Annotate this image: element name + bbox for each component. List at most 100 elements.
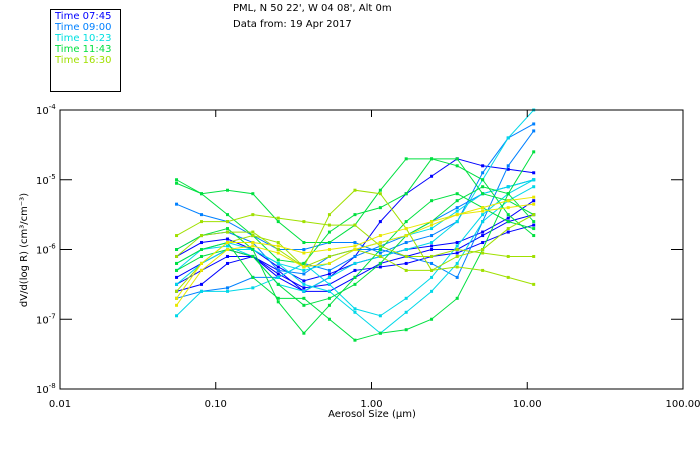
- data-point: [302, 279, 306, 283]
- data-point: [327, 303, 331, 307]
- data-point: [353, 241, 357, 245]
- data-point: [378, 251, 382, 255]
- data-point: [302, 265, 306, 269]
- data-point: [378, 314, 382, 318]
- data-point: [506, 167, 510, 171]
- data-point: [302, 241, 306, 245]
- data-point: [532, 178, 536, 182]
- data-point: [327, 275, 331, 279]
- y-tick-label: 10-8: [36, 382, 56, 396]
- data-point: [175, 181, 179, 185]
- data-point: [327, 317, 331, 321]
- data-point: [378, 220, 382, 224]
- data-point: [251, 213, 255, 217]
- data-point: [378, 254, 382, 258]
- data-point: [327, 223, 331, 227]
- data-point: [506, 213, 510, 217]
- data-point: [251, 244, 255, 248]
- data-point: [251, 254, 255, 258]
- data-point: [430, 220, 434, 224]
- data-point: [327, 261, 331, 265]
- data-point: [506, 220, 510, 224]
- data-point: [199, 268, 203, 272]
- data-point: [455, 164, 459, 168]
- data-point: [455, 199, 459, 203]
- data-point: [455, 157, 459, 161]
- data-point: [199, 241, 203, 245]
- data-point: [481, 241, 485, 245]
- data-point: [226, 286, 230, 290]
- data-point: [532, 202, 536, 206]
- data-point: [481, 185, 485, 189]
- data-point: [276, 248, 280, 251]
- data-point: [276, 216, 280, 220]
- data-point: [455, 244, 459, 248]
- y-tick-label: 10-4: [36, 103, 56, 117]
- data-point: [378, 192, 382, 196]
- data-point: [302, 331, 306, 335]
- data-point: [455, 209, 459, 213]
- data-point: [506, 216, 510, 220]
- data-point: [481, 248, 485, 251]
- data-point: [532, 223, 536, 227]
- data-point: [302, 303, 306, 307]
- data-point: [327, 213, 331, 217]
- data-point: [404, 241, 408, 245]
- y-tick-label: 10-7: [36, 312, 56, 326]
- data-point: [532, 282, 536, 286]
- data-point: [175, 248, 179, 251]
- y-tick-label: 10-6: [36, 243, 56, 257]
- legend-entry: Time 07:45: [55, 11, 112, 22]
- series-line: [176, 179, 534, 299]
- data-point: [327, 248, 331, 251]
- data-point: [455, 254, 459, 258]
- data-point: [199, 282, 203, 286]
- data-point: [506, 136, 510, 140]
- data-point: [175, 234, 179, 238]
- data-point: [430, 199, 434, 203]
- legend-entry: Time 09:00: [55, 22, 112, 33]
- data-point: [302, 282, 306, 286]
- data-point: [175, 289, 179, 293]
- data-point: [481, 251, 485, 255]
- data-point: [481, 213, 485, 217]
- data-point: [404, 227, 408, 231]
- data-point: [481, 171, 485, 175]
- data-point: [353, 307, 357, 311]
- data-point: [506, 199, 510, 203]
- data-point: [175, 275, 179, 279]
- data-point: [481, 192, 485, 196]
- data-point: [226, 248, 230, 251]
- data-point: [353, 254, 357, 258]
- data-point: [481, 234, 485, 238]
- chart-title: PML, N 50 22', W 04 08', Alt 0m: [233, 3, 392, 14]
- data-point: [175, 296, 179, 300]
- data-point: [251, 241, 255, 245]
- data-point: [506, 275, 510, 279]
- data-point: [353, 248, 357, 251]
- data-point: [175, 268, 179, 272]
- y-axis-label: dV/d(log R) (cm³/cm⁻³): [19, 193, 30, 307]
- data-point: [532, 234, 536, 238]
- data-point: [353, 244, 357, 248]
- data-point: [430, 254, 434, 258]
- data-point: [175, 261, 179, 265]
- data-point: [378, 261, 382, 265]
- data-point: [353, 268, 357, 272]
- data-point: [302, 286, 306, 290]
- data-point: [327, 282, 331, 286]
- data-point: [251, 275, 255, 279]
- data-point: [506, 192, 510, 196]
- data-point: [276, 251, 280, 255]
- data-point: [455, 213, 459, 217]
- data-point: [175, 202, 179, 206]
- data-point: [378, 265, 382, 269]
- data-point: [378, 248, 382, 251]
- data-point: [199, 234, 203, 238]
- data-point: [378, 188, 382, 192]
- data-point: [226, 254, 230, 258]
- data-point: [226, 230, 230, 234]
- data-point: [226, 220, 230, 224]
- data-point: [430, 244, 434, 248]
